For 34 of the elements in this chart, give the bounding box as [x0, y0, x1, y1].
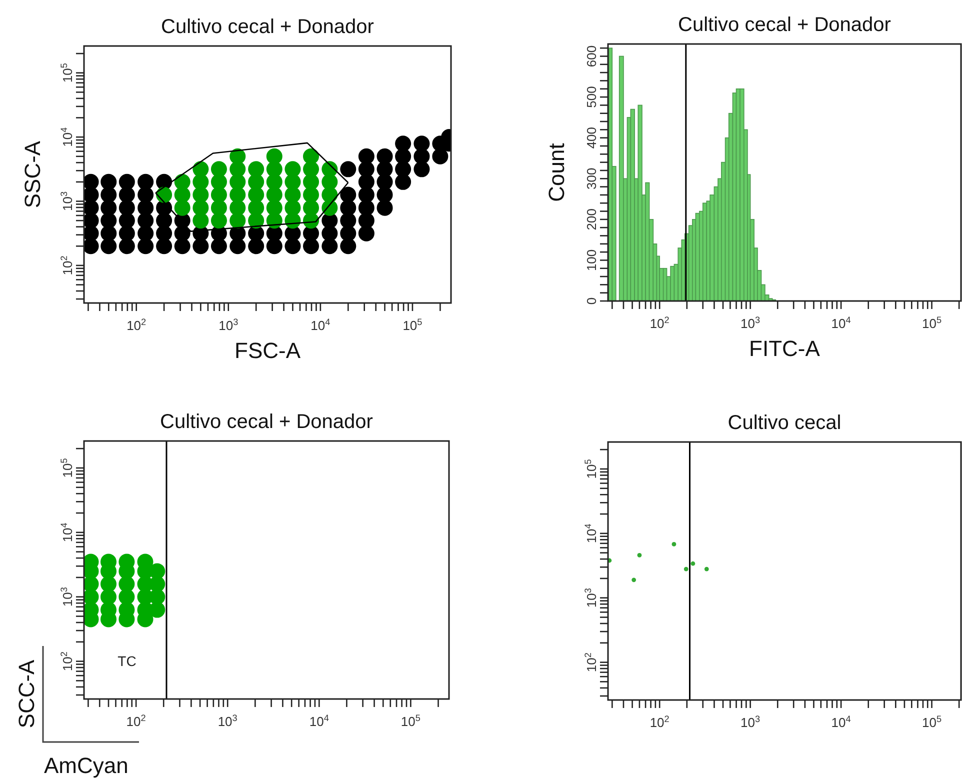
y-tick-label: 200 — [584, 208, 599, 230]
x-tick-label: 10$^{4}$ — [310, 317, 330, 333]
y-tick-label: 400 — [584, 126, 599, 149]
y-axis-title: Count — [544, 143, 569, 202]
y-tick-label: 0 — [584, 297, 599, 305]
x-tick-label: 10$^{4}$ — [831, 714, 851, 730]
y-axis-title: SSC-A — [20, 140, 45, 208]
y-tick-label: 100 — [584, 249, 599, 272]
x-tick-label: 10$^{4}$ — [831, 315, 851, 331]
x-tick-label: 10$^{3}$ — [218, 713, 238, 729]
x-tick-label: 10$^{5}$ — [922, 315, 942, 331]
x-tick-label: 10$^{4}$ — [309, 713, 329, 729]
x-axis-title: AmCyan — [44, 753, 128, 778]
x-tick-label: 10$^{3}$ — [740, 714, 760, 730]
x-tick-label: 10$^{2}$ — [126, 713, 146, 729]
x-axis-title: FSC-A — [234, 338, 301, 363]
y-axis-title: SCC-A — [14, 659, 39, 728]
x-tick-label: 10$^{2}$ — [650, 315, 670, 331]
chart-title: Cultivo cecal + Donador — [161, 16, 374, 38]
x-tick-label: 10$^{3}$ — [740, 315, 760, 331]
x-tick-label: 10$^{3}$ — [218, 317, 238, 333]
x-axis-title: FITC-A — [749, 336, 820, 361]
chart-title: Cultivo cecal + Donador — [160, 411, 374, 433]
x-tick-label: 10$^{5}$ — [402, 317, 422, 333]
x-tick-label: 10$^{2}$ — [650, 714, 670, 730]
x-tick-label: 10$^{2}$ — [126, 317, 146, 333]
chart-title: Cultivo cecal — [728, 412, 842, 434]
x-tick-label: 10$^{5}$ — [400, 713, 420, 729]
chart-title: Cultivo cecal + Donador — [678, 14, 892, 36]
y-tick-label: 300 — [584, 168, 599, 190]
y-tick-label: 500 — [584, 86, 599, 108]
x-tick-label: 10$^{5}$ — [922, 714, 942, 730]
annotation: TC — [118, 652, 136, 669]
y-tick-label: 600 — [584, 45, 599, 68]
